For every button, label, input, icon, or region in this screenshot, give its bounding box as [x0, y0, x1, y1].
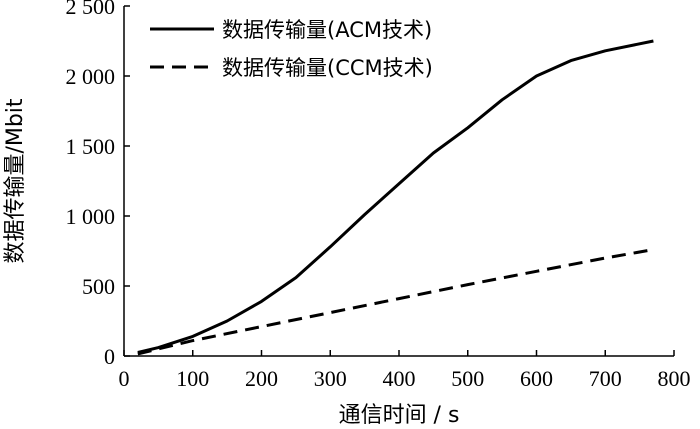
legend-label: 数据传输量(CCM技术) [222, 56, 433, 80]
y-tick-label: 2 500 [66, 0, 116, 19]
tick-group: 0 100 200 300 400 500 600 700 800 0 500 1 000 1 500 2… [66, 0, 691, 391]
x-tick-label: 300 [314, 366, 347, 391]
x-tick-label: 200 [245, 366, 278, 391]
x-tick-label: 600 [520, 366, 553, 391]
series-line-acm [137, 39, 654, 354]
y-axis-label: 数据传输量/Mbit [3, 98, 28, 263]
x-tick-label: 700 [589, 366, 622, 391]
y-tick-label: 1 000 [66, 204, 116, 229]
x-tick-label: 400 [383, 366, 416, 391]
legend: 数据传输量(ACM技术) 数据传输量(CCM技术) [150, 18, 433, 80]
series-line-ccm [137, 248, 654, 356]
x-axis-label: 通信时间 / s [339, 403, 460, 428]
x-tick-label: 500 [451, 366, 484, 391]
x-tick-label: 0 [119, 366, 130, 391]
y-tick-label: 0 [104, 344, 115, 369]
x-tick-label: 800 [658, 366, 691, 391]
series-group [137, 39, 654, 356]
y-tick-label: 2 000 [66, 64, 116, 89]
y-tick-label: 500 [82, 274, 115, 299]
legend-label: 数据传输量(ACM技术) [222, 18, 432, 42]
x-tick-label: 100 [176, 366, 209, 391]
y-tick-label: 1 500 [66, 134, 116, 159]
